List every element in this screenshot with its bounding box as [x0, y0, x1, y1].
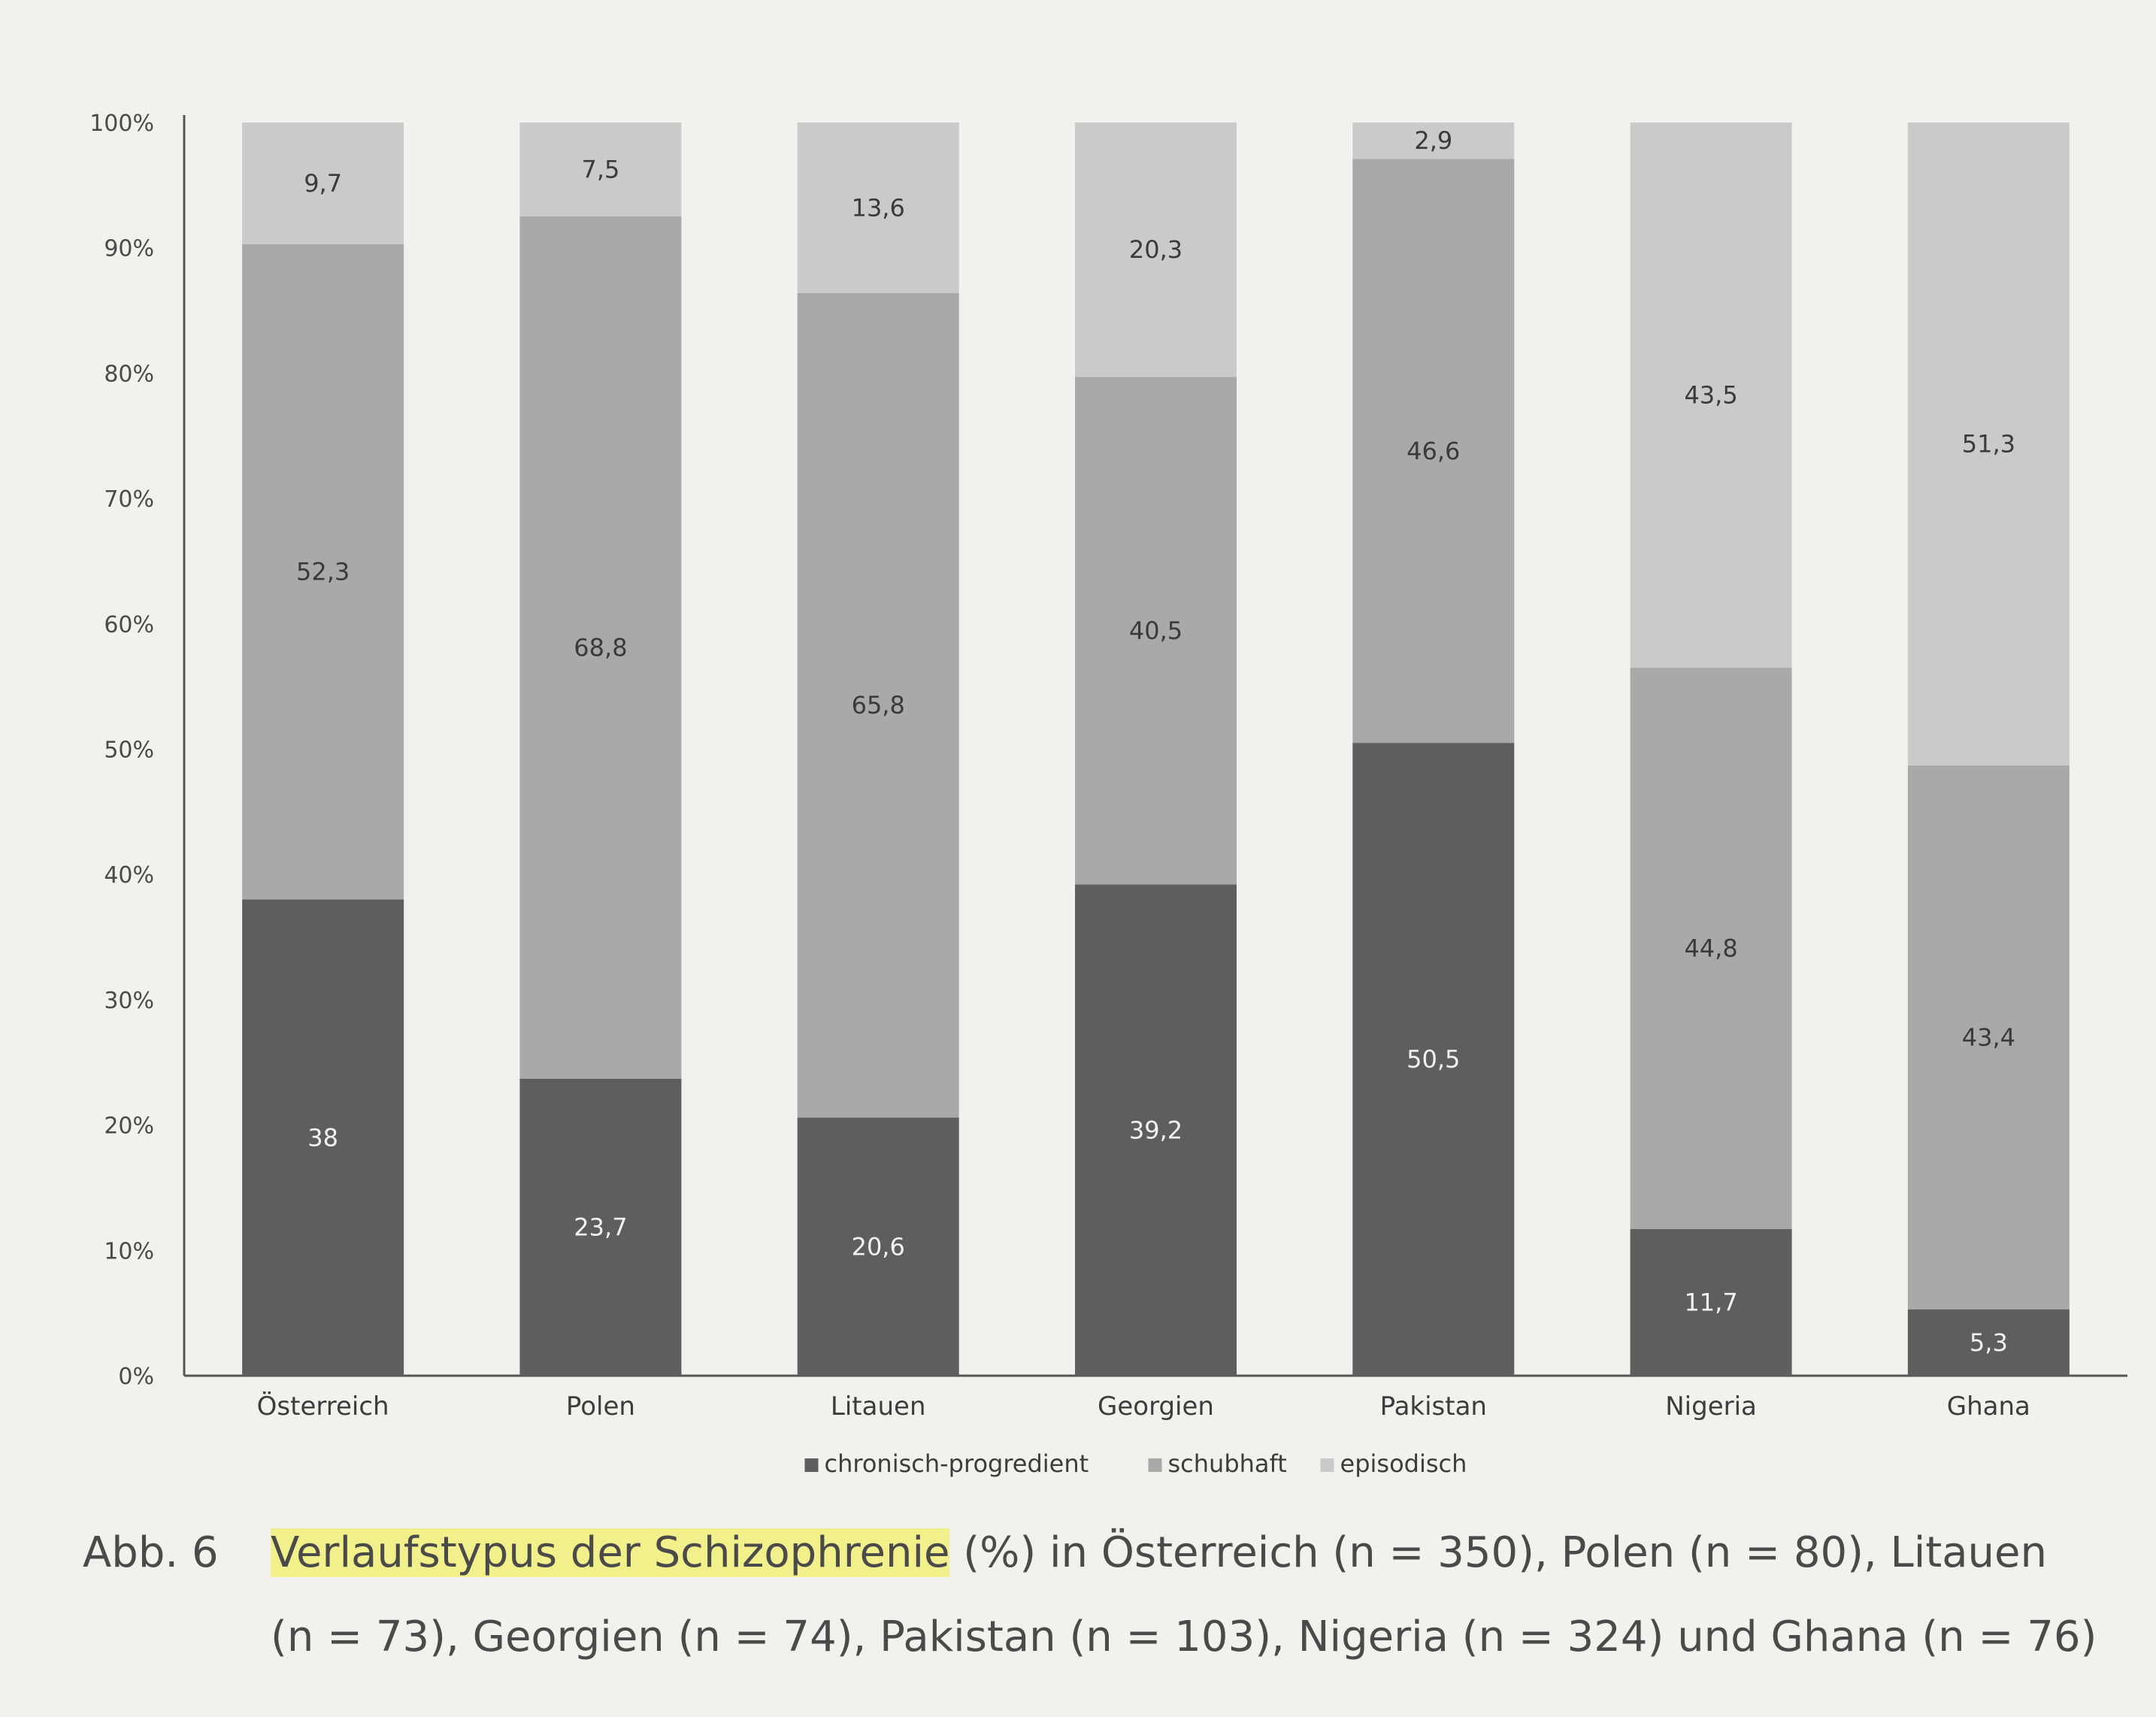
y-tick-label: 10%: [104, 1238, 154, 1264]
figure-caption: Abb. 6 Verlaufstypus der Schizophrenie (%…: [83, 1511, 2112, 1679]
bar-segment: [1907, 1309, 2070, 1376]
bar-value-label: 9,7: [304, 169, 342, 198]
x-category-label: Ghana: [1947, 1391, 2030, 1422]
y-tick-label: 30%: [104, 988, 154, 1014]
caption-highlighted-title: Verlaufstypus der Schizophrenie: [271, 1528, 950, 1577]
bar-segment: [1352, 743, 1515, 1376]
chart-bars: [242, 123, 2070, 1376]
caption-text: (%) in Österreich (n = 350), Polen (n = …: [949, 1528, 2047, 1577]
y-tick-label: 20%: [104, 1113, 154, 1140]
x-category-label: Österreich: [257, 1391, 389, 1422]
bar-value-label: 20,6: [852, 1232, 905, 1261]
bar-segment: [797, 1117, 959, 1376]
legend-label: schubhaft: [1168, 1449, 1287, 1478]
bar-value-label: 51,3: [1962, 430, 2015, 459]
bar-segment: [1907, 123, 2070, 766]
bar-value-label: 2,9: [1414, 126, 1452, 155]
bar-value-label: 5,3: [1970, 1328, 2008, 1357]
bar-value-label: 43,5: [1684, 381, 1737, 410]
bar-value-label: 52,3: [296, 558, 350, 586]
bar-value-label: 20,3: [1129, 235, 1182, 264]
bar-value-label: 50,5: [1407, 1045, 1460, 1074]
bar-value-label: 43,4: [1962, 1023, 2015, 1052]
y-tick-label: 100%: [89, 111, 154, 137]
bar-segment: [1907, 765, 2070, 1310]
legend-swatch: [1148, 1458, 1162, 1472]
y-tick-label: 90%: [104, 236, 154, 262]
bar-segment: [1630, 123, 1792, 668]
caption-line-1: Abb. 6 Verlaufstypus der Schizophrenie (%…: [83, 1511, 2112, 1595]
bar-value-label: 7,5: [581, 156, 619, 184]
chart-value-labels: 38 52,3 9,7 23,7 68,8 7,5 20,6 65,8 13,6 39,2 40,5…: [296, 126, 2015, 1357]
stacked-bar-chart: 0% 10% 20% 30% 40% 50% 60% 70% 80% 90% 100% 38 52,3…: [89, 111, 2127, 1478]
y-tick-label: 40%: [104, 862, 154, 889]
bar-segment: [1630, 668, 1792, 1229]
legend-swatch: [804, 1458, 819, 1472]
bar-segment: [242, 899, 404, 1376]
chart-category-labels: Österreich Polen Litauen Georgien Pakistan Ni…: [257, 1391, 2030, 1422]
x-category-label: Polen: [566, 1391, 635, 1422]
bar-value-label: 40,5: [1129, 616, 1182, 645]
bar-segment: [1630, 1228, 1792, 1376]
legend-swatch: [1320, 1458, 1334, 1472]
bar-segment: [1352, 159, 1515, 743]
bar-value-label: 11,7: [1684, 1288, 1737, 1316]
figure-number: Abb. 6: [83, 1528, 219, 1577]
x-category-label: Pakistan: [1380, 1391, 1487, 1422]
bar-segment: [1075, 123, 1237, 377]
y-tick-label: 70%: [104, 486, 154, 513]
legend-label: episodisch: [1340, 1449, 1467, 1478]
bar-segment: [242, 123, 404, 244]
y-tick-label: 50%: [104, 737, 154, 764]
bar-value-label: 13,6: [852, 193, 905, 222]
bar-segment: [1075, 377, 1237, 885]
bar-segment: [519, 1078, 682, 1376]
legend-label: chronisch-progredient: [825, 1449, 1089, 1478]
bar-segment: [797, 123, 959, 293]
y-tick-label: 80%: [104, 361, 154, 387]
bar-segment: [797, 292, 959, 1118]
x-category-label: Litauen: [831, 1391, 926, 1422]
chart-legend: chronisch-progredient schubhaft episodisch: [804, 1449, 1467, 1478]
bar-value-label: 23,7: [574, 1213, 627, 1241]
bar-segment: [1075, 884, 1237, 1376]
y-tick-label: 60%: [104, 612, 154, 638]
bar-segment: [519, 123, 682, 217]
bar-value-label: 68,8: [574, 633, 627, 662]
caption-line-2: (n = 73), Georgien (n = 74), Pakistan (n…: [271, 1613, 2097, 1661]
bar-value-label: 39,2: [1129, 1116, 1182, 1144]
bar-value-label: 65,8: [852, 691, 905, 719]
bar-segment: [1352, 123, 1515, 159]
x-category-label: Georgien: [1098, 1391, 1214, 1422]
y-tick-label: 0%: [118, 1364, 154, 1390]
bar-value-label: 38: [307, 1123, 338, 1152]
x-category-label: Nigeria: [1665, 1391, 1757, 1422]
bar-value-label: 44,8: [1684, 934, 1737, 963]
chart-axes: 0% 10% 20% 30% 40% 50% 60% 70% 80% 90% 100%: [89, 111, 2127, 1390]
bar-segment: [519, 217, 682, 1079]
bar-value-label: 46,6: [1407, 437, 1460, 465]
bar-segment: [242, 244, 404, 900]
